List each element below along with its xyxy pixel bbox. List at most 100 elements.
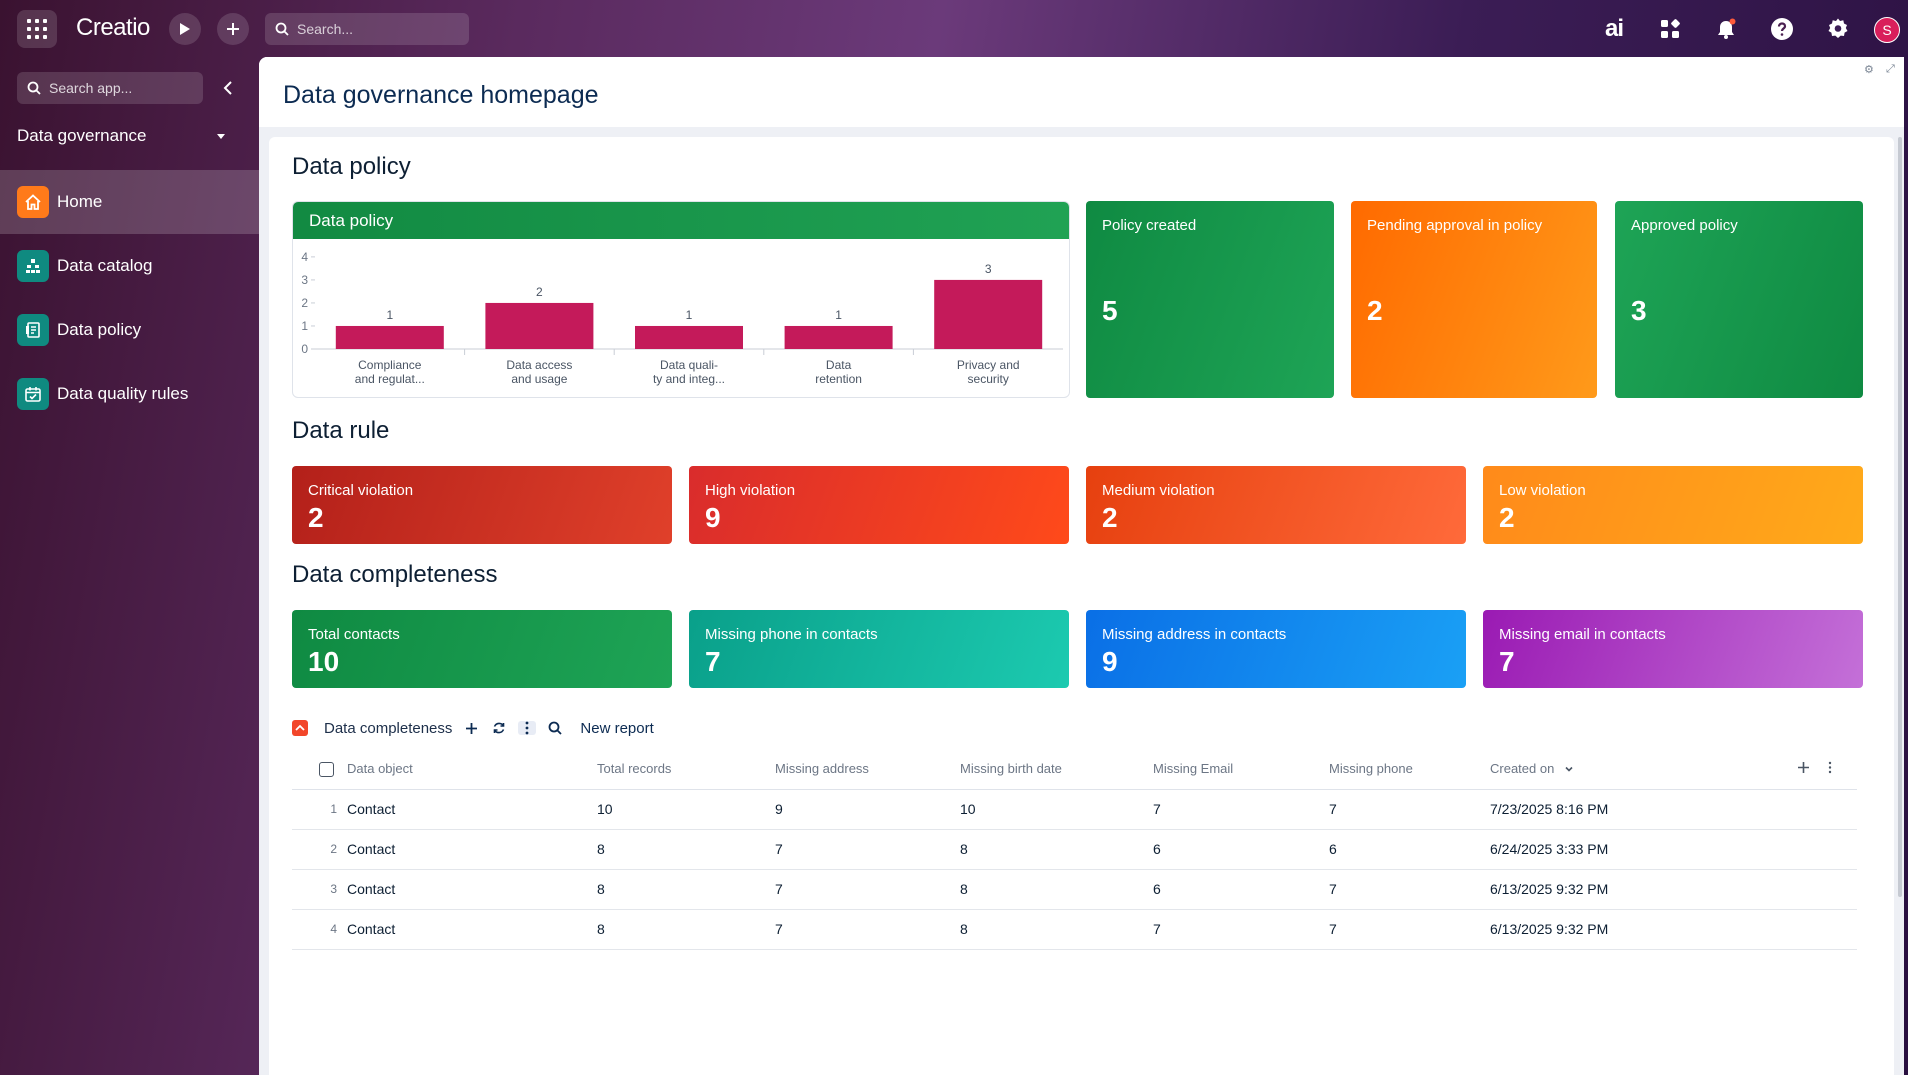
- new-report-button[interactable]: New report: [580, 719, 654, 737]
- select-all-cell: [292, 749, 347, 790]
- catalog-icon: [17, 250, 49, 282]
- sidebar-item-home[interactable]: Home: [0, 170, 259, 234]
- tile-value: 2: [1102, 502, 1118, 533]
- tile-missing-address[interactable]: Missing address in contacts 9: [1086, 610, 1466, 688]
- sort-desc-icon: [1565, 767, 1573, 772]
- app-search[interactable]: [17, 72, 203, 104]
- table-row[interactable]: 1 Contact 10 9 10 7 7 7/23/2025 8:16 PM: [292, 789, 1857, 830]
- workspace-selector[interactable]: Data governance: [17, 123, 237, 149]
- table-row[interactable]: 3 Contact 8 7 8 6 7 6/13/2025 9:32 PM: [292, 869, 1857, 910]
- cell-missing-address: 7: [775, 909, 960, 950]
- tile-value: 7: [705, 646, 721, 677]
- y-tick-label: 0: [301, 342, 308, 356]
- column-header-missing-birth-date[interactable]: Missing birth date: [960, 749, 1153, 790]
- more-options-button[interactable]: [518, 721, 537, 735]
- tile-value: 9: [1102, 646, 1118, 677]
- x-tick-label: retention: [815, 372, 862, 386]
- tile-missing-phone[interactable]: Missing phone in contacts 7: [689, 610, 1069, 688]
- x-tick-label: and regulat...: [355, 372, 425, 386]
- report-name[interactable]: Data completeness: [324, 719, 453, 737]
- select-all-checkbox[interactable]: [319, 761, 334, 777]
- help-button[interactable]: [1767, 14, 1797, 44]
- run-process-button[interactable]: [169, 13, 201, 45]
- data-label: 1: [386, 308, 393, 322]
- cell-data-object[interactable]: Contact: [347, 829, 597, 870]
- tile-label: Missing phone in contacts: [705, 626, 878, 643]
- home-icon: [17, 186, 49, 218]
- sidebar-item-data-catalog[interactable]: Data catalog: [0, 234, 259, 298]
- cell-missing-birth-date: 8: [960, 829, 1153, 870]
- expand-icon[interactable]: ⤢: [1886, 63, 1895, 75]
- tile-label: Critical violation: [308, 482, 414, 499]
- bar: [635, 325, 743, 349]
- apps-button[interactable]: [1655, 14, 1685, 44]
- tile-high-violation[interactable]: High violation 9: [689, 466, 1069, 544]
- tile-policy-created[interactable]: Policy created 5: [1086, 201, 1334, 398]
- ai-button[interactable]: ai: [1599, 14, 1629, 44]
- user-avatar[interactable]: S: [1874, 17, 1900, 43]
- tile-critical-violation[interactable]: Critical violation 2: [292, 466, 672, 544]
- collapse-sidebar-button[interactable]: [218, 77, 238, 99]
- column-header-data-object[interactable]: Data object: [347, 749, 597, 790]
- table-row[interactable]: 4 Contact 8 7 8 7 7 6/13/2025 9:32 PM: [292, 909, 1857, 950]
- cell-data-object[interactable]: Contact: [347, 789, 597, 830]
- tile-label: Approved policy: [1631, 217, 1738, 234]
- x-tick-label: Data quali-: [660, 358, 718, 372]
- sidebar-item-data-quality-rules[interactable]: Data quality rules: [0, 362, 259, 426]
- bar: [784, 325, 893, 349]
- chevron-up-icon: [295, 724, 305, 731]
- tile-total-contacts[interactable]: Total contacts 10: [292, 610, 672, 688]
- refresh-button[interactable]: [490, 721, 508, 735]
- section-title-data-policy: Data policy: [292, 153, 411, 180]
- tile-missing-email[interactable]: Missing email in contacts 7: [1483, 610, 1863, 688]
- x-tick-label: and usage: [511, 372, 567, 386]
- page-scrollbar[interactable]: [1898, 137, 1902, 897]
- kebab-icon[interactable]: [1828, 761, 1832, 774]
- add-button[interactable]: [217, 13, 249, 45]
- top-bar: Creatio ai S: [0, 0, 1908, 57]
- column-header-total-records[interactable]: Total records: [597, 749, 775, 790]
- cell-missing-address: 7: [775, 829, 960, 870]
- cell-actions: [1797, 789, 1857, 830]
- cell-data-object[interactable]: Contact: [347, 909, 597, 950]
- global-search-input[interactable]: [297, 21, 457, 37]
- column-header-created-on[interactable]: Created on: [1490, 749, 1797, 790]
- section-title-data-completeness: Data completeness: [292, 561, 498, 588]
- tile-label: Total contacts: [308, 626, 400, 643]
- bar: [934, 279, 1043, 349]
- tile-approved-policy[interactable]: Approved policy 3: [1615, 201, 1863, 398]
- tile-pending-approval[interactable]: Pending approval in policy 2: [1351, 201, 1597, 398]
- cell-total-records: 8: [597, 829, 775, 870]
- notifications-button[interactable]: [1711, 14, 1741, 44]
- cell-actions: [1797, 869, 1857, 910]
- column-header-missing-phone[interactable]: Missing phone: [1329, 749, 1490, 790]
- add-record-button[interactable]: [462, 722, 480, 735]
- global-search[interactable]: [265, 13, 469, 45]
- tile-low-violation[interactable]: Low violation 2: [1483, 466, 1863, 544]
- column-header-missing-address[interactable]: Missing address: [775, 749, 960, 790]
- page-settings-icon[interactable]: ⚙: [1864, 64, 1874, 76]
- cell-missing-email: 6: [1153, 829, 1329, 870]
- tile-label: Pending approval in policy: [1367, 217, 1543, 234]
- cell-created-on: 6/24/2025 3:33 PM: [1490, 829, 1797, 870]
- row-number: 3: [292, 869, 347, 910]
- chevron-left-icon: [223, 81, 232, 95]
- app-launcher-button[interactable]: [17, 10, 57, 48]
- tile-label: Low violation: [1499, 482, 1586, 499]
- cell-data-object[interactable]: Contact: [347, 869, 597, 910]
- tile-medium-violation[interactable]: Medium violation 2: [1086, 466, 1466, 544]
- cell-actions: [1797, 909, 1857, 950]
- table-row[interactable]: 2 Contact 8 7 8 6 6 6/24/2025 3:33 PM: [292, 829, 1857, 870]
- collapse-report-button[interactable]: [292, 720, 308, 736]
- column-header-missing-email[interactable]: Missing Email: [1153, 749, 1329, 790]
- sidebar: Data governance Home Data catalog Data p…: [0, 57, 259, 1075]
- cell-missing-phone: 7: [1329, 909, 1490, 950]
- search-report-button[interactable]: [546, 721, 564, 735]
- add-column-icon[interactable]: [1797, 761, 1810, 774]
- app-search-input[interactable]: [49, 80, 199, 96]
- sidebar-item-data-policy[interactable]: Data policy: [0, 298, 259, 362]
- settings-button[interactable]: [1823, 14, 1853, 44]
- play-icon: [180, 23, 190, 35]
- chart-title: Data policy: [293, 202, 1069, 239]
- cell-total-records: 8: [597, 869, 775, 910]
